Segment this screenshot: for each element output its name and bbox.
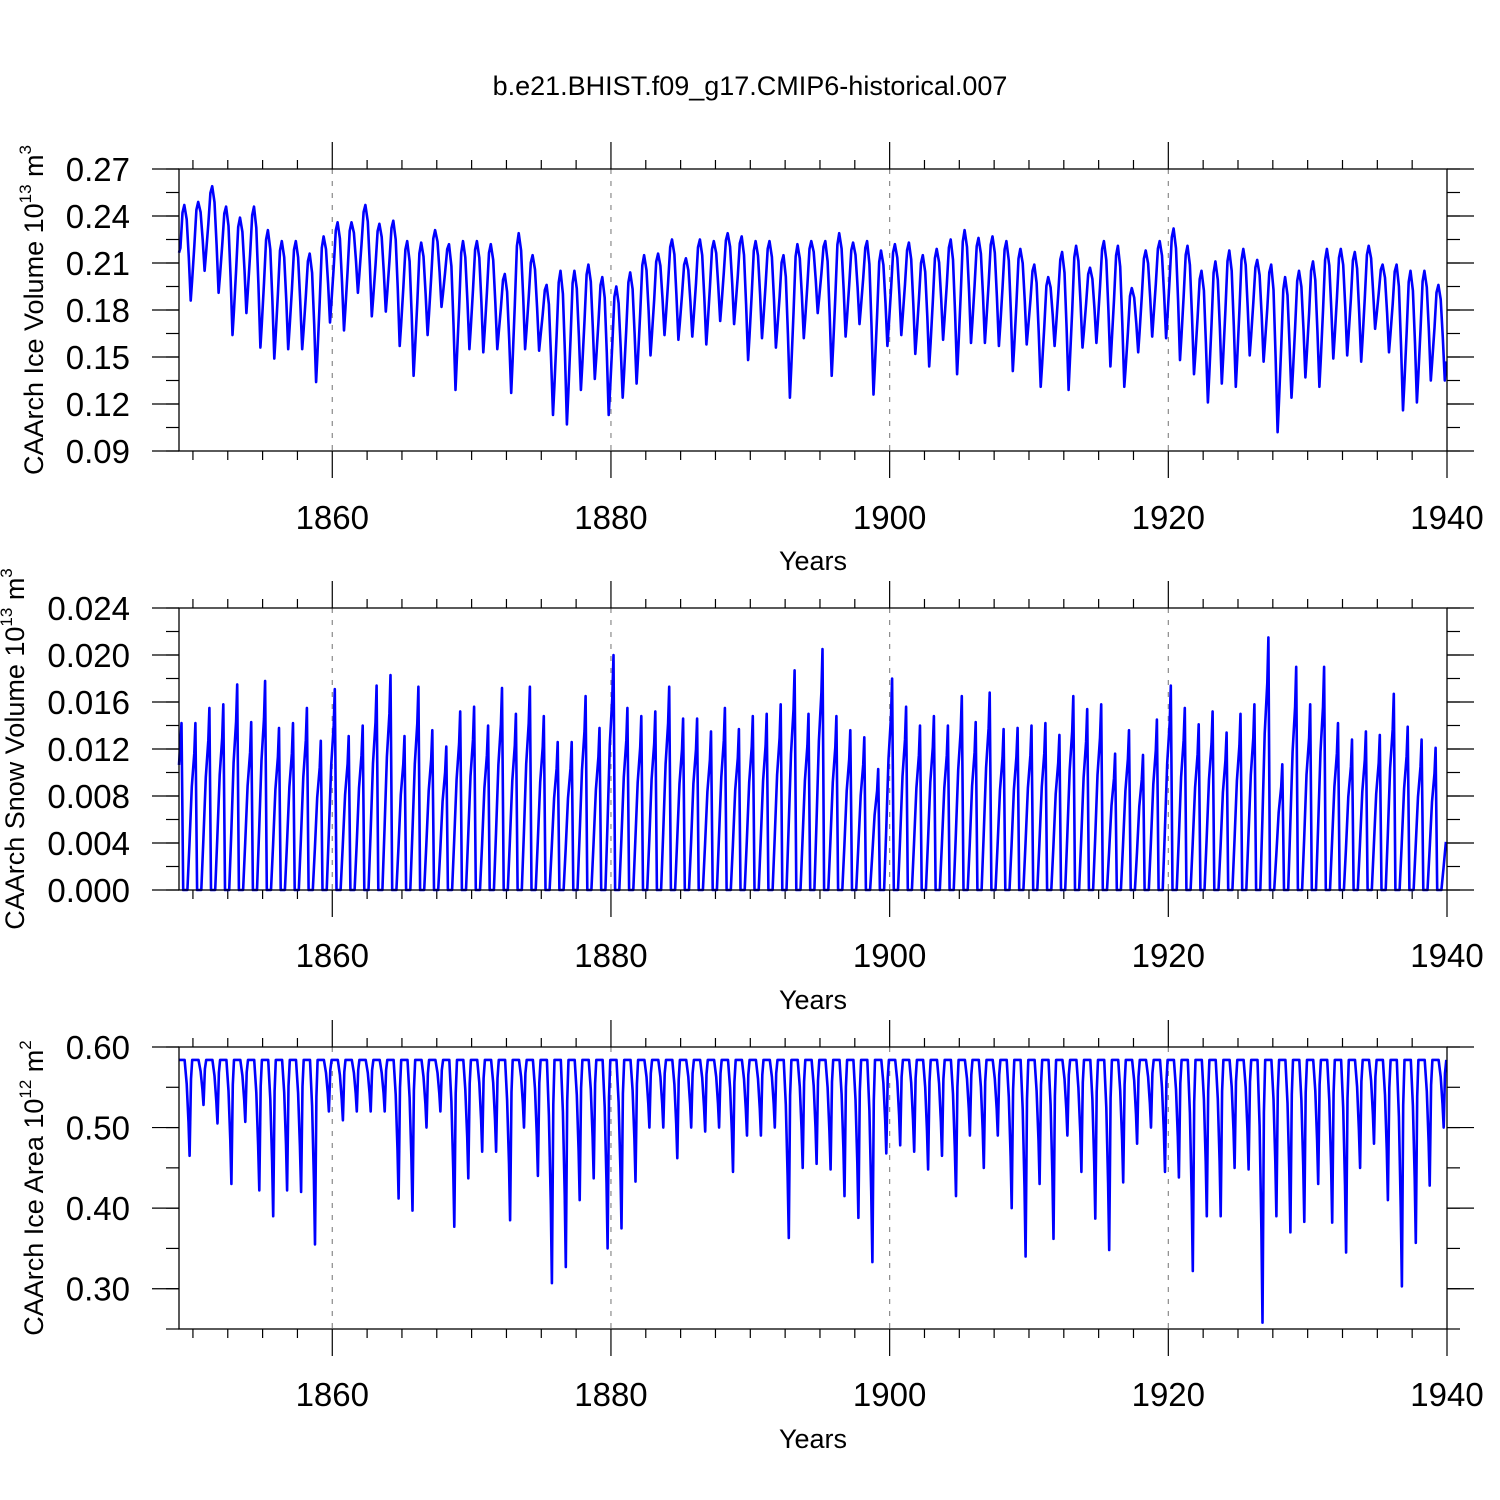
panel-ice-area: 0.30 0.40 0.50 0.60 1860 1880 1900 1920 1940 Ye… <box>16 1020 1484 1454</box>
ice-volume-xtick-label: 1940 <box>1410 499 1483 536</box>
ice-area-plot-frame <box>178 1046 1448 1330</box>
ice-area-x-ticks: 1860 1880 1900 1920 1940 <box>296 1020 1484 1413</box>
ice-area-ylabel-exp: 12 <box>16 1080 35 1099</box>
ice-volume-x-axis-label: Years <box>779 546 847 576</box>
ice-volume-ylabel-unit: m <box>19 154 49 184</box>
ice-area-gridlines <box>331 1047 1169 1329</box>
ice-volume-ytick-label: 0.09 <box>66 433 130 470</box>
snow-volume-xtick-label: 1860 <box>296 937 369 974</box>
ice-area-xtick-label: 1860 <box>296 1376 369 1413</box>
snow-volume-ytick-label: 0.020 <box>47 637 130 674</box>
snow-volume-xtick-label: 1940 <box>1410 937 1483 974</box>
snow-volume-ytick-label: 0.016 <box>47 684 130 721</box>
ice-volume-ytick-label: 0.18 <box>66 292 130 329</box>
ice-volume-x-ticks: 1860 1880 1900 1920 1940 <box>296 142 1484 536</box>
ice-volume-xtick-label: 1880 <box>574 499 647 536</box>
ice-volume-ytick-label: 0.24 <box>66 198 130 235</box>
ice-volume-line <box>177 184 1448 434</box>
snow-volume-line <box>177 636 1448 892</box>
snow-volume-x-axis-label: Years <box>779 985 847 1015</box>
ice-area-y-axis-label: CAArch Ice Area 1012 m2 <box>16 1040 49 1336</box>
ice-volume-y-ticks: 0.09 0.12 0.15 0.18 0.21 0.24 0.27 <box>66 151 1474 470</box>
ice-area-xtick-label: 1880 <box>574 1376 647 1413</box>
ice-area-ylabel-main: CAArch Ice Area 10 <box>19 1099 49 1336</box>
snow-volume-ylabel-unit-exp: 3 <box>0 568 16 577</box>
snow-volume-ylabel-main: CAArch Snow Volume 10 <box>0 627 30 930</box>
ice-area-ytick-label: 0.30 <box>66 1271 130 1308</box>
snow-volume-ylabel-exp: 13 <box>0 608 16 627</box>
ice-area-xtick-label: 1900 <box>853 1376 926 1413</box>
snow-volume-xtick-label: 1920 <box>1132 937 1205 974</box>
snow-volume-y-ticks: 0.000 0.004 0.008 0.012 0.016 0.020 0.024 <box>47 590 1474 909</box>
panel-snow-volume: 0.000 0.004 0.008 0.012 0.016 0.020 0.024 1860… <box>0 568 1484 1015</box>
snow-volume-ytick-label: 0.000 <box>47 872 130 909</box>
ice-volume-ytick-label: 0.12 <box>66 386 130 423</box>
snow-volume-ylabel-unit: m <box>0 578 30 608</box>
snow-volume-xtick-label: 1900 <box>853 937 926 974</box>
ice-area-xtick-label: 1920 <box>1132 1376 1205 1413</box>
ice-volume-ytick-label: 0.21 <box>66 245 130 282</box>
ice-volume-xtick-label: 1920 <box>1132 499 1205 536</box>
snow-volume-x-ticks: 1860 1880 1900 1920 1940 <box>296 581 1484 974</box>
ice-volume-ylabel-unit-exp: 3 <box>16 145 35 154</box>
ice-area-ytick-label: 0.40 <box>66 1190 130 1227</box>
ice-area-ylabel-unit-exp: 2 <box>16 1040 35 1049</box>
ice-volume-ylabel-main: CAArch Ice Volume 10 <box>19 203 49 475</box>
figure-title: b.e21.BHIST.f09_g17.CMIP6-historical.007 <box>493 71 1008 101</box>
ice-volume-plot-frame <box>178 168 1448 452</box>
panel-ice-volume: 0.09 0.12 0.15 0.18 0.21 0.24 0.27 1860 1880 190… <box>16 142 1484 576</box>
ice-area-xtick-label: 1940 <box>1410 1376 1483 1413</box>
ice-volume-y-axis-label: CAArch Ice Volume 1013 m3 <box>16 145 49 475</box>
ice-volume-xtick-label: 1900 <box>853 499 926 536</box>
ice-volume-ylabel-exp: 13 <box>16 184 35 203</box>
ice-area-ytick-label: 0.60 <box>66 1029 130 1066</box>
ice-area-line <box>179 1058 1448 1324</box>
ice-volume-minor-ticks <box>166 160 1460 460</box>
ice-volume-xtick-label: 1860 <box>296 499 369 536</box>
snow-volume-ytick-label: 0.008 <box>47 778 130 815</box>
ice-volume-ytick-label: 0.27 <box>66 151 130 188</box>
snow-volume-ytick-label: 0.004 <box>47 825 130 862</box>
snow-volume-xtick-label: 1880 <box>574 937 647 974</box>
ice-area-ylabel-unit: m <box>19 1050 49 1080</box>
ice-area-x-axis-label: Years <box>779 1424 847 1454</box>
ice-area-ytick-label: 0.50 <box>66 1110 130 1147</box>
snow-volume-ytick-label: 0.012 <box>47 731 130 768</box>
ice-volume-ytick-label: 0.15 <box>66 339 130 376</box>
snow-volume-y-axis-label: CAArch Snow Volume 1013 m3 <box>0 568 30 930</box>
ice-area-y-ticks: 0.30 0.40 0.50 0.60 <box>66 1029 1474 1308</box>
snow-volume-minor-ticks <box>166 599 1460 899</box>
snow-volume-ytick-label: 0.024 <box>47 590 130 627</box>
